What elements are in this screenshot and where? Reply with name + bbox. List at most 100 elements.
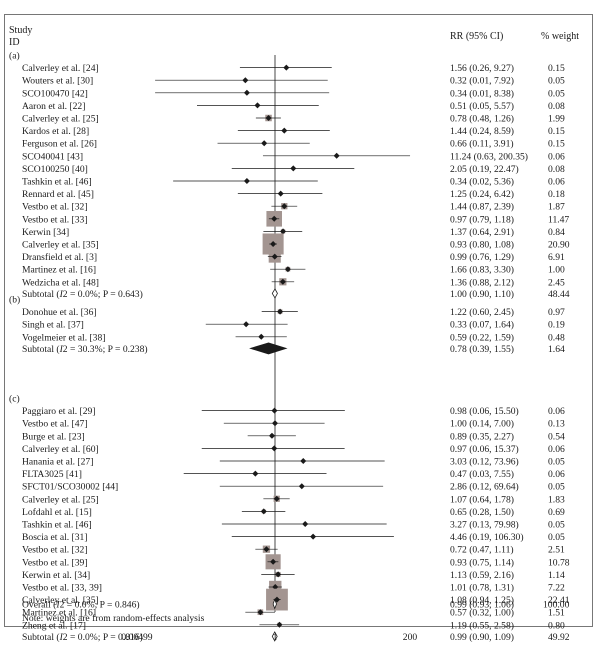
point-estimate	[261, 140, 268, 147]
study-rr-ci: 1.00 (0.14, 7.00)	[450, 419, 514, 430]
study-weight: 0.80	[548, 620, 565, 631]
study-rr-ci: 0.32 (0.01, 7.92)	[450, 76, 514, 87]
study-name: Kardos et al. [28]	[22, 126, 89, 137]
study-name: Vogelmeier et al. [38]	[22, 332, 105, 343]
study-rr-ci: 0.59 (0.22, 1.59)	[450, 332, 514, 343]
point-estimate	[271, 215, 278, 222]
study-name: SFCT01/SCO30002 [44]	[22, 482, 118, 493]
point-estimate	[272, 420, 278, 427]
point-estimate	[272, 584, 279, 590]
point-estimate	[284, 266, 291, 273]
study-weight: 1.83	[548, 494, 565, 505]
study-rr-ci: 2.86 (0.12, 69.64)	[450, 482, 519, 493]
study-name: Ferguson et al. [26]	[22, 139, 97, 150]
study-rr-ci: 0.33 (0.07, 1.64)	[450, 320, 514, 331]
study-weight: 1.87	[548, 202, 565, 213]
point-estimate	[242, 77, 249, 84]
study-weight: 0.06	[548, 469, 565, 480]
study-name: Martinez et al. [16]	[22, 265, 96, 276]
group-label: (b)	[9, 295, 20, 306]
study-rr-ci: 1.08 (0.94, 1.25)	[450, 595, 514, 606]
study-name: SCO100470 [42]	[22, 88, 88, 99]
study-rr-ci: 0.47 (0.03, 7.55)	[450, 469, 514, 480]
point-estimate	[302, 521, 309, 527]
x-tick-label: 0.00499	[121, 632, 152, 643]
study-weight: 1.99	[548, 114, 565, 125]
study-rr-ci: 1.22 (0.60, 2.45)	[450, 307, 514, 318]
study-weight: 0.48	[548, 332, 565, 343]
study-weight: 0.08	[548, 164, 565, 175]
study-weight: 6.91	[548, 252, 565, 263]
study-name: Donohue et al. [36]	[22, 307, 97, 318]
subtotal-label: Subtotal (I2 = 0.0%; P = 0.643)	[22, 289, 143, 300]
study-name: Vestbo et al. [39]	[22, 557, 88, 568]
study-name: Vestbo et al. [33, 39]	[22, 583, 102, 594]
study-name: Calverley et al. [35]	[22, 595, 99, 606]
study-name: Calverley et al. [60]	[22, 444, 99, 455]
study-name: Tashkin et al. [46]	[22, 177, 92, 188]
overall-label: Overall (I2 = 0.0%; P = 0.846)	[22, 600, 140, 611]
study-weight: 0.05	[548, 457, 565, 468]
point-estimate	[265, 115, 272, 121]
study-name: Vestbo et al. [32]	[22, 202, 88, 213]
point-estimate	[271, 445, 278, 452]
study-weight: 1.51	[548, 608, 565, 619]
point-estimate	[277, 190, 284, 197]
study-name: Wouters et al. [30]	[22, 76, 93, 87]
study-weight: 10.78	[548, 557, 570, 568]
study-rr-ci: 1.07 (0.64, 1.78)	[450, 494, 514, 505]
study-name: Calverley et al. [25]	[22, 114, 99, 125]
subtotal-rr-ci: 1.00 (0.90, 1.10)	[450, 289, 514, 300]
subtotal-diamond	[249, 342, 288, 355]
study-rr-ci: 3.03 (0.12, 73.96)	[450, 457, 519, 468]
subtotal-rr-ci: 0.78 (0.39, 1.55)	[450, 344, 514, 355]
study-name: Kerwin [34]	[22, 227, 69, 238]
study-name: Aaron et al. [22]	[22, 101, 85, 112]
point-estimate	[280, 228, 287, 235]
study-rr-ci: 1.44 (0.24, 8.59)	[450, 126, 514, 137]
study-rr-ci: 0.93 (0.75, 1.14)	[450, 557, 514, 568]
subtotal-weight: 48.44	[548, 289, 570, 300]
point-estimate	[283, 64, 290, 71]
study-weight: 0.05	[548, 88, 565, 99]
point-estimate	[300, 458, 307, 464]
study-rr-ci: 1.19 (0.55, 2.58)	[450, 620, 514, 631]
study-weight: 0.05	[548, 520, 565, 531]
group-label: (a)	[9, 51, 20, 62]
study-name: Kerwin et al. [34]	[22, 570, 90, 581]
study-weight: 0.06	[548, 151, 565, 162]
overall-weight: 100.00	[543, 600, 570, 611]
study-name: Vestbo et al. [47]	[22, 419, 88, 430]
point-estimate	[271, 253, 278, 260]
subtotal-label: Subtotal (I2 = 0.0%; P = 0.816)	[22, 632, 143, 643]
point-estimate	[254, 102, 261, 109]
study-name: Tashkin et al. [46]	[22, 520, 92, 531]
overall-rr-ci: 0.99 (0.93, 1.06)	[450, 600, 514, 611]
point-estimate	[276, 621, 283, 628]
point-estimate	[281, 203, 288, 210]
point-estimate	[258, 333, 265, 340]
point-estimate	[263, 546, 270, 553]
study-name: Martinez et al. [16]	[22, 608, 96, 619]
study-weight: 2.45	[548, 277, 565, 288]
study-weight: 22.41	[548, 595, 570, 606]
point-estimate	[270, 241, 277, 247]
overall-diamond	[272, 598, 277, 610]
study-name: Burge et al. [23]	[22, 431, 85, 442]
study-name: Calverley et al. [35]	[22, 240, 99, 251]
study-name: Vestbo et al. [33]	[22, 214, 88, 225]
plot-border	[4, 14, 593, 627]
point-estimate	[275, 571, 282, 578]
study-weight: 0.15	[548, 126, 565, 137]
study-rr-ci: 1.37 (0.64, 2.91)	[450, 227, 514, 238]
group-label: (c)	[9, 394, 20, 405]
point-estimate	[257, 609, 264, 616]
study-name: Zheng et al. [17]	[22, 620, 86, 631]
study-rr-ci: 1.66 (0.83, 3.30)	[450, 265, 514, 276]
study-rr-ci: 3.27 (0.13, 79.98)	[450, 520, 519, 531]
study-weight: 11.47	[548, 214, 569, 225]
study-weight: 0.54	[548, 431, 565, 442]
study-rr-ci: 1.56 (0.26, 9.27)	[450, 63, 514, 74]
study-weight: 0.13	[548, 419, 565, 430]
